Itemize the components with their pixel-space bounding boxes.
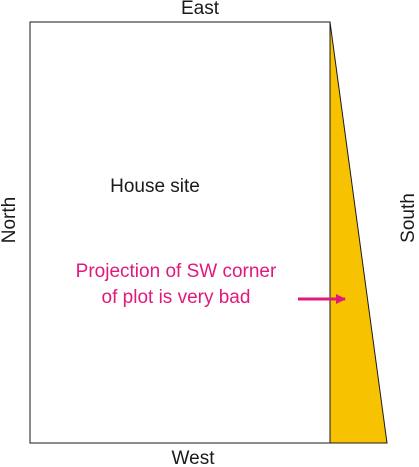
projection-triangle [329,21,388,444]
house-label: House site [110,176,200,197]
label-south: South [398,193,419,243]
plot-rect [29,21,331,444]
label-west: West [172,448,216,467]
label-east: East [181,0,220,19]
annotation-line: Projection of SW corner [76,261,277,282]
label-north: North [0,197,20,243]
annotation-line: of plot is very bad [102,287,251,308]
